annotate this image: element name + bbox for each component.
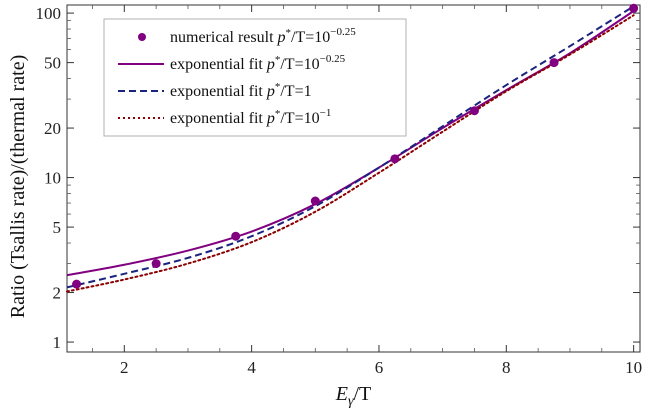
legend-label-exp: −0.25 bbox=[330, 26, 356, 38]
series-layer bbox=[66, 3, 639, 293]
legend-item-fit-m025: exponential fit p*/T=10−0.25 bbox=[118, 53, 346, 73]
data-point-numerical bbox=[469, 106, 479, 116]
legend-label-prefix: numerical result bbox=[170, 29, 278, 46]
legend-label-star: * bbox=[286, 27, 292, 39]
y-tick-label: 50 bbox=[44, 54, 61, 73]
series-line-fit-1 bbox=[66, 5, 635, 289]
legend: numerical result p*/T=10−0.25exponential… bbox=[103, 18, 407, 137]
data-point-numerical bbox=[629, 3, 639, 13]
x-axis-title: Eγ/T bbox=[335, 383, 372, 409]
data-point-numerical bbox=[549, 58, 559, 68]
legend-label-mid: /T=10 bbox=[280, 110, 319, 127]
legend-item-numerical: numerical result p*/T=10−0.25 bbox=[138, 26, 356, 46]
legend-label: numerical result p*/T=10−0.25 bbox=[170, 26, 356, 46]
y-axis-title: Ratio (Tsallis rate)/(thermal rate) bbox=[7, 55, 29, 319]
data-point-numerical bbox=[390, 154, 400, 164]
legend-label-mid: /T=10 bbox=[280, 56, 319, 73]
legend-label-p: p bbox=[277, 29, 286, 46]
legend-box bbox=[103, 18, 407, 137]
plot-frame bbox=[66, 4, 641, 353]
data-point-numerical bbox=[151, 259, 161, 269]
x-axis-title-sub: γ bbox=[348, 394, 354, 409]
legend-label-star: * bbox=[275, 54, 281, 66]
legend-label-p: p bbox=[266, 56, 275, 73]
x-tick-label: 8 bbox=[502, 358, 511, 377]
data-point-numerical bbox=[231, 231, 241, 241]
legend-label-mid: /T=1 bbox=[280, 83, 311, 100]
y-axis-ticks: 1 2 5 10 20 50 100 bbox=[36, 4, 640, 352]
legend-label-exp: −1 bbox=[320, 107, 332, 119]
legend-label: exponential fit p*/T=10−1 bbox=[170, 107, 331, 127]
legend-label-prefix: exponential fit bbox=[170, 110, 267, 127]
y-tick-label: 100 bbox=[36, 4, 62, 23]
legend-label-exp: −0.25 bbox=[320, 53, 346, 65]
legend-label-p: p bbox=[266, 110, 275, 127]
data-point-numerical bbox=[72, 279, 82, 289]
legend-item-fit-m1: exponential fit p*/T=10−1 bbox=[118, 107, 331, 127]
legend-label: exponential fit p*/T=1 bbox=[170, 81, 312, 100]
x-tick-label: 10 bbox=[625, 358, 642, 377]
legend-label-prefix: exponential fit bbox=[170, 56, 267, 73]
legend-label-mid: /T=10 bbox=[291, 29, 330, 46]
x-tick-label: 4 bbox=[247, 358, 256, 377]
y-tick-label: 2 bbox=[53, 284, 62, 303]
plot-border bbox=[66, 4, 641, 353]
y-tick-label: 1 bbox=[53, 333, 62, 352]
legend-label-star: * bbox=[275, 108, 281, 120]
legend-label-star: * bbox=[275, 81, 281, 93]
legend-item-fit-1: exponential fit p*/T=1 bbox=[118, 81, 312, 100]
legend-label-p: p bbox=[266, 83, 275, 100]
x-axis-title-rest: /T bbox=[353, 383, 371, 405]
y-tick-label: 20 bbox=[44, 119, 61, 138]
data-point-numerical bbox=[310, 196, 320, 206]
x-tick-label: 2 bbox=[120, 358, 129, 377]
legend-marker bbox=[138, 33, 146, 41]
y-tick-label: 10 bbox=[44, 169, 61, 188]
x-tick-label: 6 bbox=[375, 358, 384, 377]
series-line-fit-m1 bbox=[66, 14, 635, 293]
x-axis-title-main: E bbox=[335, 383, 348, 405]
legend-label-prefix: exponential fit bbox=[170, 83, 267, 100]
y-tick-label: 5 bbox=[53, 218, 62, 237]
legend-label: exponential fit p*/T=10−0.25 bbox=[170, 53, 346, 73]
